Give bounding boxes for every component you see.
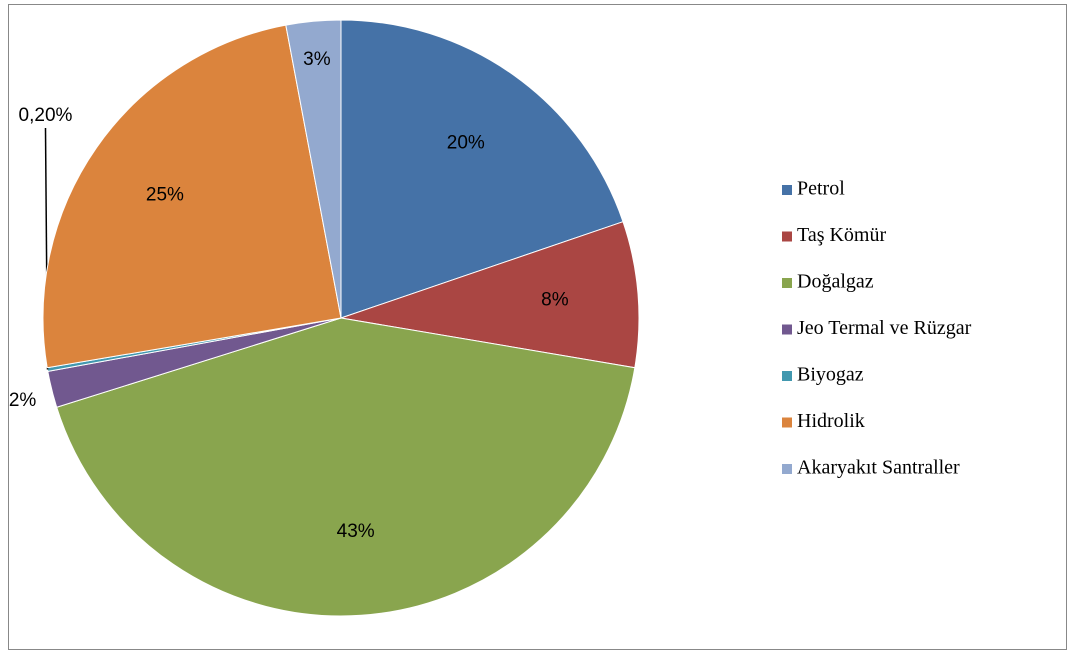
data-label: 25% — [146, 184, 184, 205]
pie-slice — [340, 19, 624, 319]
legend-swatch — [782, 231, 792, 242]
legend-label: Petrol — [797, 178, 845, 200]
legend-label: Hidrolik — [797, 410, 865, 432]
pie-slice — [42, 24, 342, 369]
legend-swatch — [782, 278, 792, 288]
legend-label: Akaryakıt Santraller — [797, 457, 960, 479]
legend-swatch — [782, 324, 792, 335]
pie-slice — [56, 317, 636, 617]
legend-label: Taş Kömür — [797, 224, 886, 246]
pie-slice — [285, 19, 342, 319]
legend-swatch — [782, 464, 792, 474]
data-label: 43% — [337, 521, 375, 542]
data-label: 0,20% — [19, 105, 73, 126]
data-label: 2% — [9, 390, 37, 411]
legend-label: Doğalgaz — [797, 271, 874, 293]
legend-swatch — [782, 371, 792, 381]
legend-label: Biyogaz — [797, 364, 864, 386]
data-label: 3% — [303, 49, 331, 70]
pie-slice — [340, 221, 640, 369]
legend-label: Jeo Termal ve Rüzgar — [797, 317, 972, 339]
data-label: 20% — [447, 132, 485, 153]
data-label: 8% — [541, 290, 569, 311]
legend-swatch — [782, 417, 792, 428]
legend-swatch — [782, 185, 792, 195]
